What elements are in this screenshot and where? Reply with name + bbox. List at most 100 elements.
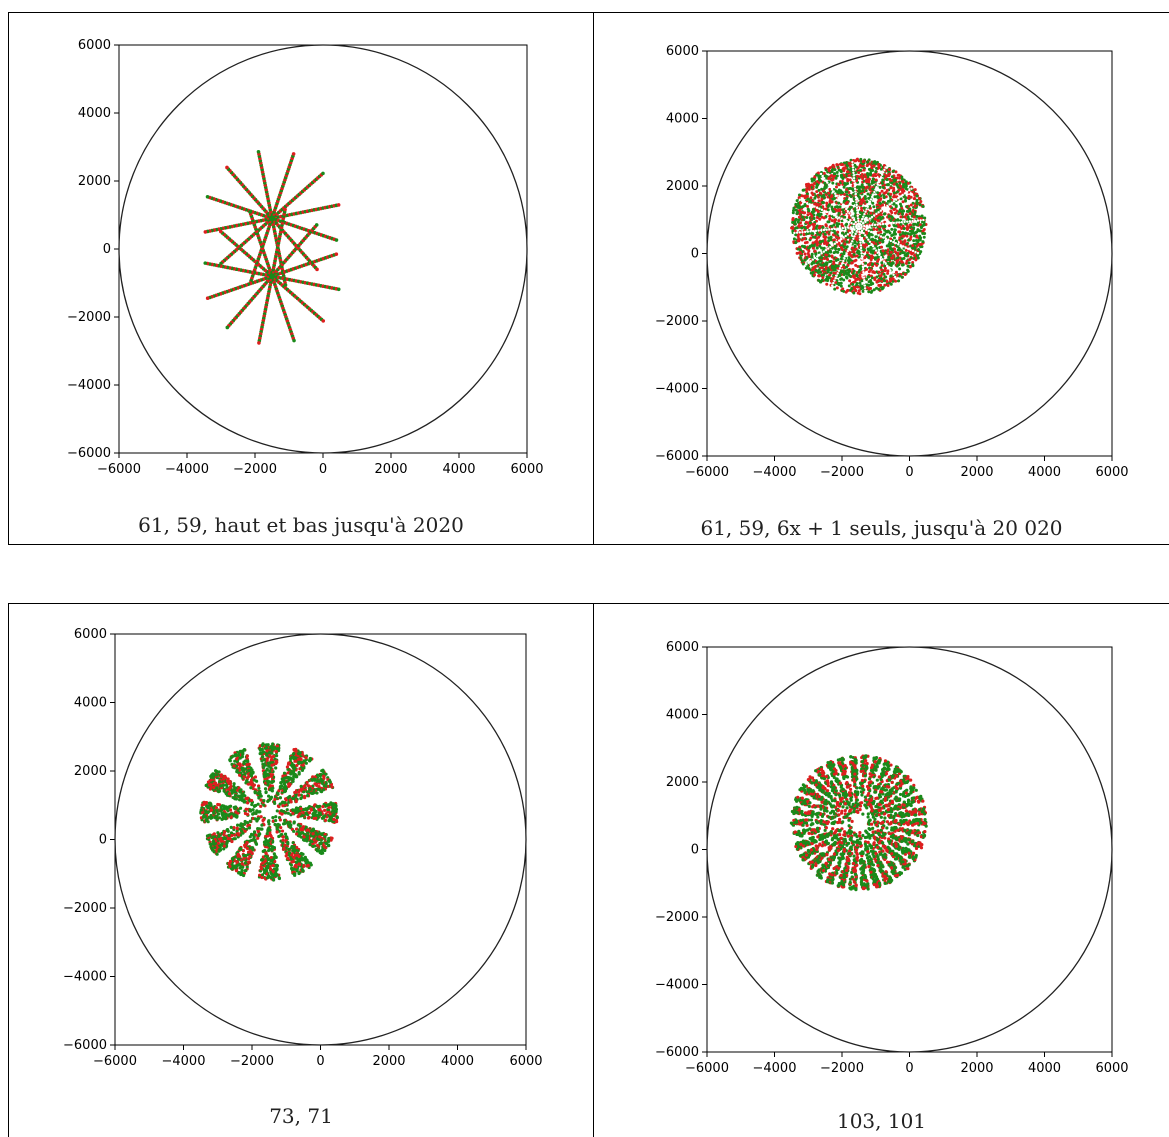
scatter-point — [260, 759, 264, 763]
scatter-point — [791, 217, 795, 221]
scatter-point — [877, 270, 881, 274]
scatter-point — [869, 211, 873, 215]
scatter-point — [824, 235, 828, 239]
scatter-point — [265, 758, 269, 763]
scatter-point — [336, 203, 341, 207]
gap-point — [887, 238, 890, 242]
gap-point — [914, 250, 917, 254]
gap-point — [866, 218, 869, 222]
y-tick-label: −2000 — [63, 901, 107, 916]
scatter-point — [804, 220, 808, 224]
scatter-point — [798, 209, 802, 213]
scatter-point — [887, 168, 891, 172]
scatter-point — [901, 183, 905, 187]
scatter-point — [844, 201, 848, 205]
scatter-point — [884, 275, 888, 279]
gap-point — [833, 214, 836, 217]
scatter-point — [795, 251, 799, 255]
scatter-point — [241, 849, 245, 853]
scatter-point — [830, 178, 834, 182]
gap-point — [868, 217, 872, 220]
scatter-point — [856, 265, 860, 269]
gap-point — [911, 249, 915, 253]
gap-point — [863, 284, 867, 287]
scatter-point — [879, 213, 883, 217]
scatter-point — [903, 215, 907, 219]
scatter-point — [859, 198, 863, 202]
x-tick-label: 2000 — [372, 1054, 405, 1069]
gap-point — [846, 233, 850, 236]
scatter-point — [880, 268, 884, 272]
scatter-point — [824, 253, 828, 257]
scatter-point — [278, 796, 282, 800]
scatter-point — [826, 258, 830, 262]
gap-point — [836, 272, 839, 275]
scatter-point — [210, 815, 214, 820]
scatter-point — [801, 215, 805, 219]
scatter-point — [830, 254, 834, 258]
scatter-point — [861, 243, 865, 247]
scatter-point — [808, 221, 812, 225]
scatter-point — [881, 186, 885, 190]
gap-point — [853, 187, 857, 191]
scatter-point — [257, 786, 261, 790]
scatter-point — [842, 250, 846, 254]
scatter-point — [843, 192, 847, 196]
scatter-point — [827, 239, 831, 243]
scatter-point — [871, 282, 875, 286]
scatter-point — [302, 794, 307, 798]
gap-point — [815, 206, 819, 209]
gap-point — [901, 193, 904, 197]
scatter-point — [881, 249, 885, 253]
scatter-point — [228, 779, 232, 784]
scatter-point — [334, 238, 339, 242]
scatter-point — [893, 178, 897, 182]
scatter-point — [803, 202, 807, 206]
chart-panel-3: −6000 −4000 −2000 0 2000 4000 6000 6000 4000 2000… — [8, 603, 594, 1137]
gap-point — [859, 238, 862, 242]
scatter-point — [855, 282, 859, 286]
scatter-point — [864, 277, 868, 281]
scatter-point — [812, 181, 816, 185]
gap-point — [840, 201, 843, 204]
scatter-point — [832, 165, 836, 169]
scatter-point — [792, 237, 796, 241]
scatter-point — [796, 220, 800, 224]
scatter-point — [835, 225, 839, 229]
scatter-point — [793, 221, 797, 225]
gap-point — [816, 255, 819, 258]
scatter-point — [854, 289, 858, 293]
scatter-point — [896, 173, 900, 177]
scatter-point — [905, 252, 909, 256]
scatter-point — [860, 174, 864, 178]
x-tick-label: 6000 — [1095, 465, 1128, 480]
scatter-point — [873, 271, 877, 275]
scatter-point — [841, 208, 845, 212]
gap-point — [883, 206, 887, 209]
scatter-point — [834, 185, 838, 189]
scatter-point — [847, 252, 851, 256]
scatter-point — [806, 182, 810, 186]
scatter-point — [824, 267, 828, 271]
scatter-point — [909, 203, 913, 207]
scatter-point — [906, 232, 910, 236]
scatter-point — [885, 188, 889, 192]
scatter-point — [874, 235, 878, 239]
scatter-point — [877, 287, 881, 291]
gap-point — [847, 220, 851, 224]
gap-point — [833, 242, 836, 246]
scatter-point — [257, 341, 261, 345]
scatter-point — [923, 216, 927, 220]
scatter-point — [842, 210, 846, 214]
gap-point — [801, 230, 804, 234]
scatter-point — [871, 251, 875, 255]
gap-point — [868, 224, 871, 227]
scatter-point — [890, 227, 894, 231]
scatter-point — [913, 204, 917, 208]
scatter-point — [826, 208, 830, 212]
scatter-point — [845, 240, 849, 244]
scatter-point — [797, 196, 801, 200]
gap-point — [845, 219, 848, 223]
gap-point — [922, 218, 925, 222]
scatter-point — [887, 173, 891, 177]
